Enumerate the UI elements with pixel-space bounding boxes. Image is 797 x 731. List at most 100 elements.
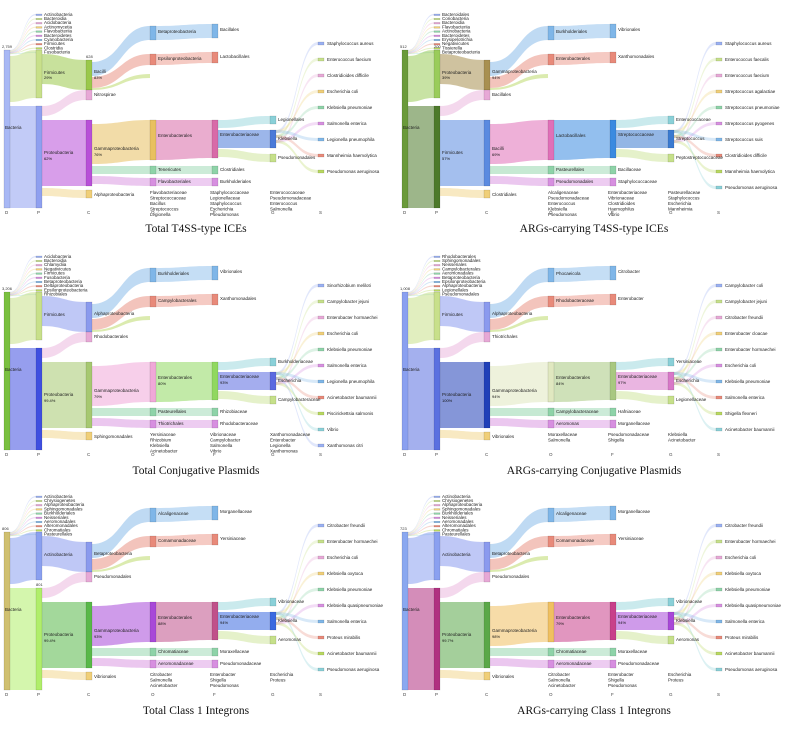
taxon-label: Actinobacteria [442, 494, 471, 499]
species-node [715, 347, 723, 352]
flow-upper-family [554, 506, 610, 522]
taxon-label: Yersiniaceae [676, 359, 702, 364]
taxon-label: Tissierella [442, 45, 463, 50]
taxon-label: Bacteroidetes [44, 33, 72, 38]
phylum2-label: Actinobacteria [44, 552, 73, 557]
class2-count: 628 [86, 54, 93, 59]
phylum-label: Proteobacteria [442, 632, 472, 637]
taxon-label: Comamonadaceae [158, 538, 197, 543]
class-label: Gammaproteobacteria [94, 146, 139, 151]
small-flow [408, 14, 434, 51]
taxon-label: Betaproteobacteria [442, 275, 481, 280]
small-node [35, 22, 43, 25]
minor-node [667, 597, 675, 607]
taxon-label: Betaproteobacteria [158, 29, 197, 34]
flow-genus-species [674, 74, 716, 143]
node-class [483, 601, 491, 669]
minor-node [211, 51, 219, 64]
phylum2-label: Firmicutes [442, 312, 464, 317]
taxon-label: Chromatiaceae [158, 649, 189, 654]
flow-phylum-minorclass [440, 332, 484, 358]
axis-rank-p: P [435, 692, 438, 697]
species-node [317, 153, 325, 158]
node-phylum [433, 105, 441, 209]
minor-node [547, 407, 555, 417]
flow-genus-species [276, 74, 318, 143]
flow-family-genus [218, 358, 270, 370]
taxon-label: Aeromonadales [442, 519, 474, 524]
taxon-label: Actinobacteria [44, 494, 73, 499]
taxon-label: Pasteurellales [44, 532, 73, 537]
small-flow [10, 26, 36, 52]
phylum2-pct: 39% [442, 75, 450, 80]
minor-node [211, 407, 219, 417]
species-node [317, 57, 325, 62]
axis-rank-d: D [5, 210, 9, 215]
taxon-label: Bacteroidia [442, 20, 465, 25]
axis-rank-s: S [717, 210, 720, 215]
taxon-label: Sphingomonadales [442, 258, 481, 263]
taxon-label: Salmonella [210, 443, 233, 448]
taxon-label: Acinetobacter [548, 683, 576, 688]
class2-label: Betaproteobacteria [492, 551, 531, 556]
axis-rank-f: F [611, 210, 614, 215]
small-flow [10, 47, 36, 54]
taxon-label: Alphaproteobacteria [44, 502, 85, 507]
minor-node [149, 647, 157, 657]
class2-label: Betaproteobacteria [94, 551, 133, 556]
flow-genus-species [674, 622, 716, 655]
node-family [211, 119, 219, 159]
taxon-label: Actinobacteria [44, 12, 73, 17]
small-flow [10, 14, 36, 51]
flow-minororder-family [156, 648, 212, 656]
species-node [317, 299, 325, 304]
small-flow [10, 500, 36, 533]
minor-node [211, 647, 219, 657]
node-domain [401, 531, 409, 691]
flow-genus-species [674, 364, 716, 385]
flow-genus-species [276, 140, 318, 173]
small-flow [408, 256, 434, 293]
species-node [715, 41, 723, 46]
taxon-label: Phocaeicola [556, 271, 581, 276]
small-flow [408, 47, 434, 54]
species-label: Sinorhizobium meliloti [327, 283, 371, 288]
class2-label: Alphaproteobacteria [94, 311, 135, 316]
small-flow [10, 289, 36, 296]
node-order [547, 601, 555, 643]
taxon-label: Salmonella [548, 678, 571, 683]
flow-class-order [92, 362, 150, 406]
minor-node [149, 535, 157, 548]
taxon-label: Firmicutes [44, 41, 66, 46]
node-phylum2 [433, 531, 441, 581]
flow-genus-species [674, 130, 716, 189]
species-label: Citrobacter freundii [725, 523, 763, 528]
node-order [547, 361, 555, 403]
taxon-label: Morganellaceae [618, 509, 651, 514]
small-flow [408, 500, 434, 533]
flow-family-genus [616, 598, 668, 610]
taxon-label: Klebsiella [548, 207, 568, 212]
taxon-label: Betaproteobacteria [44, 279, 83, 284]
flow-genus-species [674, 372, 716, 431]
axis-rank-g: G [271, 452, 275, 457]
small-node [35, 268, 43, 271]
taxon-label: Vibrionales [492, 674, 515, 679]
minor-node [211, 659, 219, 669]
flow-genus-species [276, 617, 318, 639]
taxon-label: Streptococcus [150, 207, 179, 212]
node-phylum2 [35, 291, 43, 341]
axis-rank-o: O [549, 452, 553, 457]
species-label: Staphylococcus aureus [327, 41, 374, 46]
small-flow [10, 35, 36, 53]
minor-node [547, 25, 555, 41]
flow-family-genus [218, 149, 270, 162]
flow-class-order [92, 602, 150, 646]
family-label: Enterobacteriaceae [220, 132, 260, 137]
axis-rank-d: D [5, 692, 9, 697]
small-node [35, 259, 43, 262]
species-node [715, 57, 723, 62]
axis-rank-c: C [87, 452, 91, 457]
small-flow [408, 285, 434, 296]
flow-genus-species [674, 140, 716, 173]
